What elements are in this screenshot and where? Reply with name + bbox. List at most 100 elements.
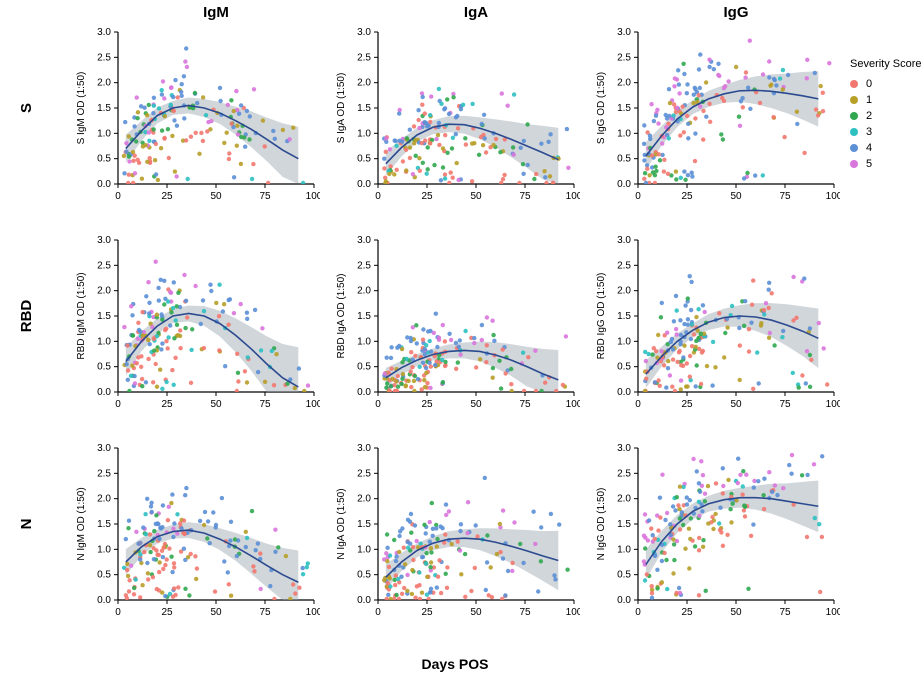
svg-text:1.0: 1.0 <box>97 128 111 139</box>
data-point <box>420 103 424 107</box>
data-point <box>749 534 753 538</box>
data-point <box>244 530 248 534</box>
data-point <box>756 479 760 483</box>
data-point <box>152 348 156 352</box>
data-point <box>509 382 513 386</box>
data-point <box>762 507 766 511</box>
data-point <box>421 161 425 165</box>
data-point <box>156 286 160 290</box>
data-point <box>228 538 232 542</box>
data-point <box>771 115 775 119</box>
svg-text:3.0: 3.0 <box>617 443 631 454</box>
svg-text:25: 25 <box>161 607 173 618</box>
data-point <box>232 311 236 315</box>
data-point <box>738 378 742 382</box>
data-point <box>761 173 765 177</box>
data-point <box>146 357 150 361</box>
data-point <box>424 121 428 125</box>
data-point <box>252 87 256 91</box>
data-point <box>147 139 151 143</box>
data-point <box>532 177 536 181</box>
data-point <box>301 566 305 570</box>
legend-item-4: 4 <box>850 140 922 156</box>
svg-text:RBD IgG OD (1:50): RBD IgG OD (1:50) <box>596 273 607 360</box>
data-point <box>762 477 766 481</box>
svg-text:50: 50 <box>210 191 222 202</box>
data-point <box>127 155 131 159</box>
data-point <box>770 291 774 295</box>
data-point <box>405 573 409 577</box>
data-point <box>236 379 240 383</box>
data-point <box>198 519 202 523</box>
data-point <box>246 355 250 359</box>
data-point <box>171 527 175 531</box>
data-point <box>230 122 234 126</box>
data-point <box>437 558 441 562</box>
data-point <box>184 486 188 490</box>
data-point <box>437 87 441 91</box>
data-point <box>146 338 150 342</box>
data-point <box>800 373 804 377</box>
data-point <box>478 357 482 361</box>
data-point <box>672 319 676 323</box>
data-point <box>189 135 193 139</box>
data-point <box>415 539 419 543</box>
data-point <box>394 554 398 558</box>
data-point <box>148 156 152 160</box>
legend-label: 5 <box>866 158 872 170</box>
data-point <box>182 532 186 536</box>
data-point <box>411 545 415 549</box>
data-point <box>122 171 126 175</box>
data-point <box>762 308 766 312</box>
data-point <box>172 565 176 569</box>
data-point <box>162 136 166 140</box>
data-point <box>477 153 481 157</box>
data-point <box>697 93 701 97</box>
data-point <box>152 127 156 131</box>
data-point <box>694 315 698 319</box>
svg-text:50: 50 <box>730 191 742 202</box>
data-point <box>217 348 221 352</box>
data-point <box>690 322 694 326</box>
data-point <box>666 366 670 370</box>
svg-text:2.5: 2.5 <box>97 260 111 271</box>
data-point <box>413 354 417 358</box>
data-point <box>386 581 390 585</box>
data-point <box>439 102 443 106</box>
data-point <box>781 68 785 72</box>
svg-text:0.5: 0.5 <box>617 362 631 373</box>
data-point <box>152 337 156 341</box>
data-point <box>539 525 543 529</box>
data-point <box>174 174 178 178</box>
data-point <box>140 583 144 587</box>
data-point <box>454 341 458 345</box>
data-point <box>244 545 248 549</box>
data-point <box>458 529 462 533</box>
data-point <box>445 586 449 590</box>
data-point <box>662 363 666 367</box>
data-point <box>413 523 417 527</box>
svg-text:25: 25 <box>681 399 693 410</box>
data-point <box>736 481 740 485</box>
data-point <box>179 90 183 94</box>
data-point <box>689 280 693 284</box>
data-point <box>182 273 186 277</box>
data-point <box>723 331 727 335</box>
svg-text:0.0: 0.0 <box>357 595 371 606</box>
data-point <box>565 568 569 572</box>
data-point <box>153 158 157 162</box>
data-point <box>384 551 388 555</box>
data-point <box>665 587 669 591</box>
data-point <box>418 169 422 173</box>
data-point <box>525 122 529 126</box>
data-point <box>678 485 682 489</box>
data-point <box>270 349 274 353</box>
svg-text:50: 50 <box>210 399 222 410</box>
data-point <box>394 593 398 597</box>
data-point <box>125 562 129 566</box>
data-point <box>685 361 689 365</box>
data-point <box>752 479 756 483</box>
data-point <box>397 534 401 538</box>
data-point <box>503 593 507 597</box>
data-point <box>421 338 425 342</box>
